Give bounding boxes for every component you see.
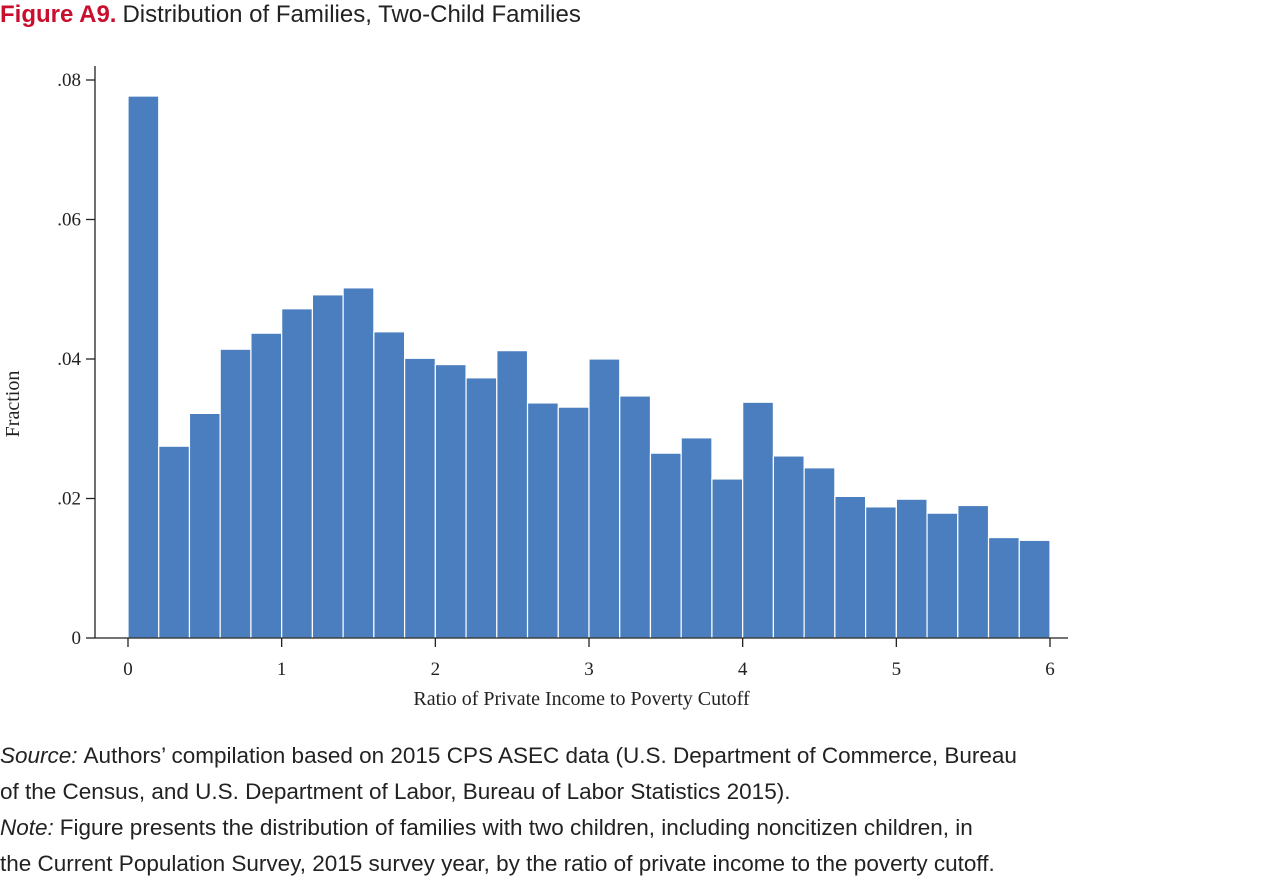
note-line-2: the Current Population Survey, 2015 surv… — [0, 851, 995, 876]
figure-number: Figure A9. — [0, 1, 117, 28]
histogram-bar — [864, 506, 897, 639]
histogram-bar — [1018, 539, 1051, 639]
histogram-bar — [158, 445, 191, 639]
histogram-bar — [895, 498, 928, 639]
x-tick-label: 1 — [277, 659, 287, 680]
figure-title: Figure A9. Distribution of Families, Two-… — [0, 0, 581, 30]
y-tick-label: .02 — [57, 489, 81, 510]
x-axis-title: Ratio of Private Income to Poverty Cutof… — [413, 688, 750, 710]
histogram-bar — [588, 358, 621, 639]
histogram-bar — [311, 294, 344, 639]
histogram-bar — [711, 478, 744, 639]
histogram-bar — [127, 95, 160, 639]
histogram-bar — [250, 332, 283, 639]
note-line-1: Note: Figure presents the distribution of… — [0, 810, 1280, 846]
x-tick-label: 5 — [892, 659, 902, 680]
histogram-bar — [987, 536, 1020, 639]
histogram-bar — [619, 395, 652, 639]
x-tick-label: 4 — [738, 659, 748, 680]
histogram-bar — [926, 512, 959, 639]
histogram-chart: 0 .02 .04 .06 .08 0 1 2 3 4 5 6 Fraction Ratio of P… — [2, 66, 1068, 710]
source-line-1: Source: Authors’ compilation based on 201… — [0, 738, 1280, 774]
histogram-bar — [957, 504, 990, 639]
x-tick-label: 3 — [584, 659, 594, 680]
histogram-bar — [772, 455, 805, 639]
axes-group: 0 .02 .04 .06 .08 0 1 2 3 4 5 6 — [57, 66, 1068, 680]
bars-group — [127, 95, 1051, 639]
source-line-2: of the Census, and U.S. Department of La… — [0, 779, 791, 804]
histogram-bar — [526, 402, 559, 639]
histogram-bar — [188, 412, 221, 639]
histogram-bar — [434, 363, 467, 639]
x-tick-label: 6 — [1045, 659, 1055, 680]
note-label: Note: — [0, 815, 54, 840]
histogram-bar — [803, 467, 836, 639]
histogram-bar — [342, 287, 375, 639]
x-tick-label: 2 — [431, 659, 441, 680]
histogram-bar — [496, 350, 529, 639]
note-text-1: Figure presents the distribution of fami… — [59, 815, 973, 840]
y-tick-label: .04 — [57, 349, 81, 370]
histogram-bar — [404, 357, 436, 639]
y-axis-title: Fraction — [2, 371, 24, 438]
histogram-bar — [557, 406, 590, 639]
histogram-bar — [649, 452, 682, 639]
histogram-bar — [742, 401, 775, 639]
figure-title-text: Distribution of Families, Two-Child Fami… — [122, 1, 581, 28]
histogram-bar — [281, 308, 313, 639]
source-label: Source: — [0, 743, 78, 768]
y-tick-label: .08 — [57, 70, 81, 91]
figure-notes: Source: Authors’ compilation based on 201… — [0, 738, 1280, 882]
histogram-bar — [834, 495, 867, 639]
y-tick-label: .06 — [57, 210, 81, 231]
histogram-bar — [680, 437, 713, 639]
histogram-bar — [373, 331, 406, 639]
y-tick-label: 0 — [72, 628, 82, 649]
histogram-bar — [219, 348, 252, 639]
x-tick-label: 0 — [123, 659, 133, 680]
histogram-bar — [465, 377, 498, 639]
source-text-1: Authors’ compilation based on 2015 CPS A… — [83, 743, 1017, 768]
